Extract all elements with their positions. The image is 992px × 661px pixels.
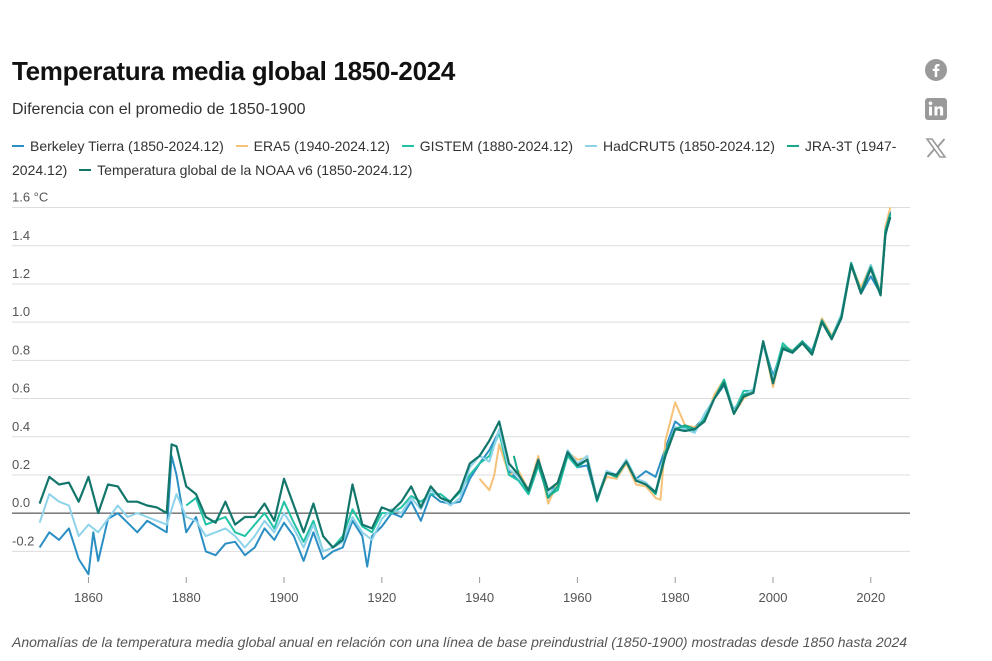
x-tick-label: 1860	[74, 590, 103, 605]
legend-label: GISTEM (1880-2024.12)	[419, 138, 574, 154]
legend-swatch	[79, 169, 92, 172]
x-tick-label: 1900	[270, 590, 299, 605]
page-subtitle: Diferencia con el promedio de 1850-1900	[12, 101, 306, 118]
y-tick-label: 1.4	[12, 228, 30, 243]
chart-caption: Anomalías de la temperatura media global…	[12, 634, 908, 650]
x-tick-label: 1940	[465, 590, 494, 605]
linkedin-icon[interactable]	[924, 97, 948, 121]
legend-swatch	[584, 145, 597, 148]
y-tick-label: 0.2	[12, 457, 30, 472]
y-tick-label: 0.4	[12, 419, 30, 434]
legend-item-gistem[interactable]: GISTEM (1880-2024.12)	[401, 138, 574, 154]
series-lines	[38, 207, 892, 576]
legend-label: ERA5 (1940-2024.12)	[253, 138, 390, 154]
x-tick-label: 1880	[172, 590, 201, 605]
legend-label: JRA-3T (1947-2024.12)	[12, 138, 897, 178]
y-tick-label: 1.2	[12, 266, 30, 281]
legend-item-berkeley[interactable]: Berkeley Tierra (1850-2024.12)	[12, 138, 224, 154]
series-line-5[interactable]	[38, 216, 892, 549]
y-tick-label: 0.0	[12, 495, 30, 510]
legend-item-era5[interactable]: ERA5 (1940-2024.12)	[235, 138, 390, 154]
series-line-1[interactable]	[478, 207, 892, 505]
y-tick-label: -0.2	[12, 533, 34, 548]
legend-label: Berkeley Tierra (1850-2024.12)	[30, 138, 224, 154]
legend-swatch	[786, 145, 799, 148]
temperature-line-chart: -0.2 0.0 0.2 0.4 0.6 0.8 1.0 1.2 1.4 1.6 °C 1860 18…	[12, 190, 910, 605]
x-tick-label: 2020	[856, 590, 885, 605]
page-title: Temperatura media global 1850-2024	[12, 56, 456, 86]
chart-legend: Berkeley Tierra (1850-2024.12) ERA5 (194…	[12, 134, 912, 182]
x-tick-label: 1920	[367, 590, 396, 605]
legend-item-jra3t[interactable]: JRA-3T (1947-2024.12)	[12, 138, 896, 178]
legend-swatch	[12, 145, 24, 148]
y-tick-label: 0.6	[12, 381, 30, 396]
legend-label: Temperatura global de la NOAA v6 (1850-2…	[97, 162, 413, 178]
x-tick-label: 1960	[563, 590, 592, 605]
axis-labels: -0.2 0.0 0.2 0.4 0.6 0.8 1.0 1.2 1.4 1.6 °C 1860 18…	[12, 190, 885, 605]
y-tick-label: 1.6 °C	[12, 190, 48, 205]
legend-item-hadcrut5[interactable]: HadCRUT5 (1850-2024.12)	[584, 138, 775, 154]
x-tick-label: 2000	[759, 590, 788, 605]
y-tick-label: 0.8	[12, 342, 30, 357]
legend-swatch	[235, 145, 248, 148]
legend-label: HadCRUT5 (1850-2024.12)	[602, 138, 775, 154]
legend-item-noaa[interactable]: Temperatura global de la NOAA v6 (1850-2…	[79, 162, 412, 178]
y-tick-label: 1.0	[12, 304, 30, 319]
grid-lines	[12, 207, 910, 583]
legend-swatch	[401, 145, 414, 148]
x-tick-label: 1980	[661, 590, 690, 605]
x-icon[interactable]	[924, 136, 948, 160]
facebook-icon[interactable]	[924, 58, 948, 82]
